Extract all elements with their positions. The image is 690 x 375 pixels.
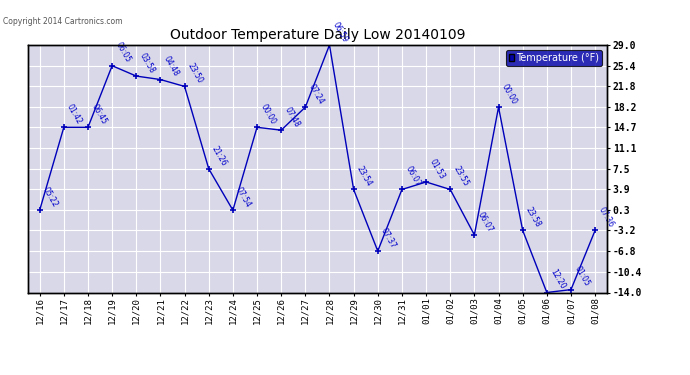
Text: 23:54: 23:54 xyxy=(355,165,374,188)
Text: Copyright 2014 Cartronics.com: Copyright 2014 Cartronics.com xyxy=(3,17,123,26)
Text: 21:26: 21:26 xyxy=(210,144,228,167)
Text: 07:54: 07:54 xyxy=(235,185,253,209)
Text: 23:58: 23:58 xyxy=(524,206,543,229)
Text: 01:05: 01:05 xyxy=(573,265,591,288)
Text: 06:59: 06:59 xyxy=(331,20,350,44)
Text: 12:20: 12:20 xyxy=(549,268,566,291)
Text: 03:58: 03:58 xyxy=(138,51,157,75)
Text: 06:07: 06:07 xyxy=(404,165,422,188)
Text: 23:50: 23:50 xyxy=(186,62,205,85)
Text: 23:55: 23:55 xyxy=(452,165,471,188)
Text: 04:48: 04:48 xyxy=(162,55,181,78)
Text: 01:42: 01:42 xyxy=(66,103,84,126)
Text: 07:36: 07:36 xyxy=(597,206,615,229)
Text: 06:05: 06:05 xyxy=(114,41,132,64)
Text: 00:00: 00:00 xyxy=(259,102,277,126)
Text: 06:45: 06:45 xyxy=(90,102,108,126)
Text: 07:48: 07:48 xyxy=(283,105,302,129)
Text: 00:00: 00:00 xyxy=(500,82,519,106)
Legend: Temperature (°F): Temperature (°F) xyxy=(506,50,602,66)
Title: Outdoor Temperature Daily Low 20140109: Outdoor Temperature Daily Low 20140109 xyxy=(170,28,465,42)
Text: 07:37: 07:37 xyxy=(380,226,398,250)
Text: 06:07: 06:07 xyxy=(476,210,495,234)
Text: 05:22: 05:22 xyxy=(41,186,60,209)
Text: 01:53: 01:53 xyxy=(428,157,446,181)
Text: 07:24: 07:24 xyxy=(307,82,326,106)
